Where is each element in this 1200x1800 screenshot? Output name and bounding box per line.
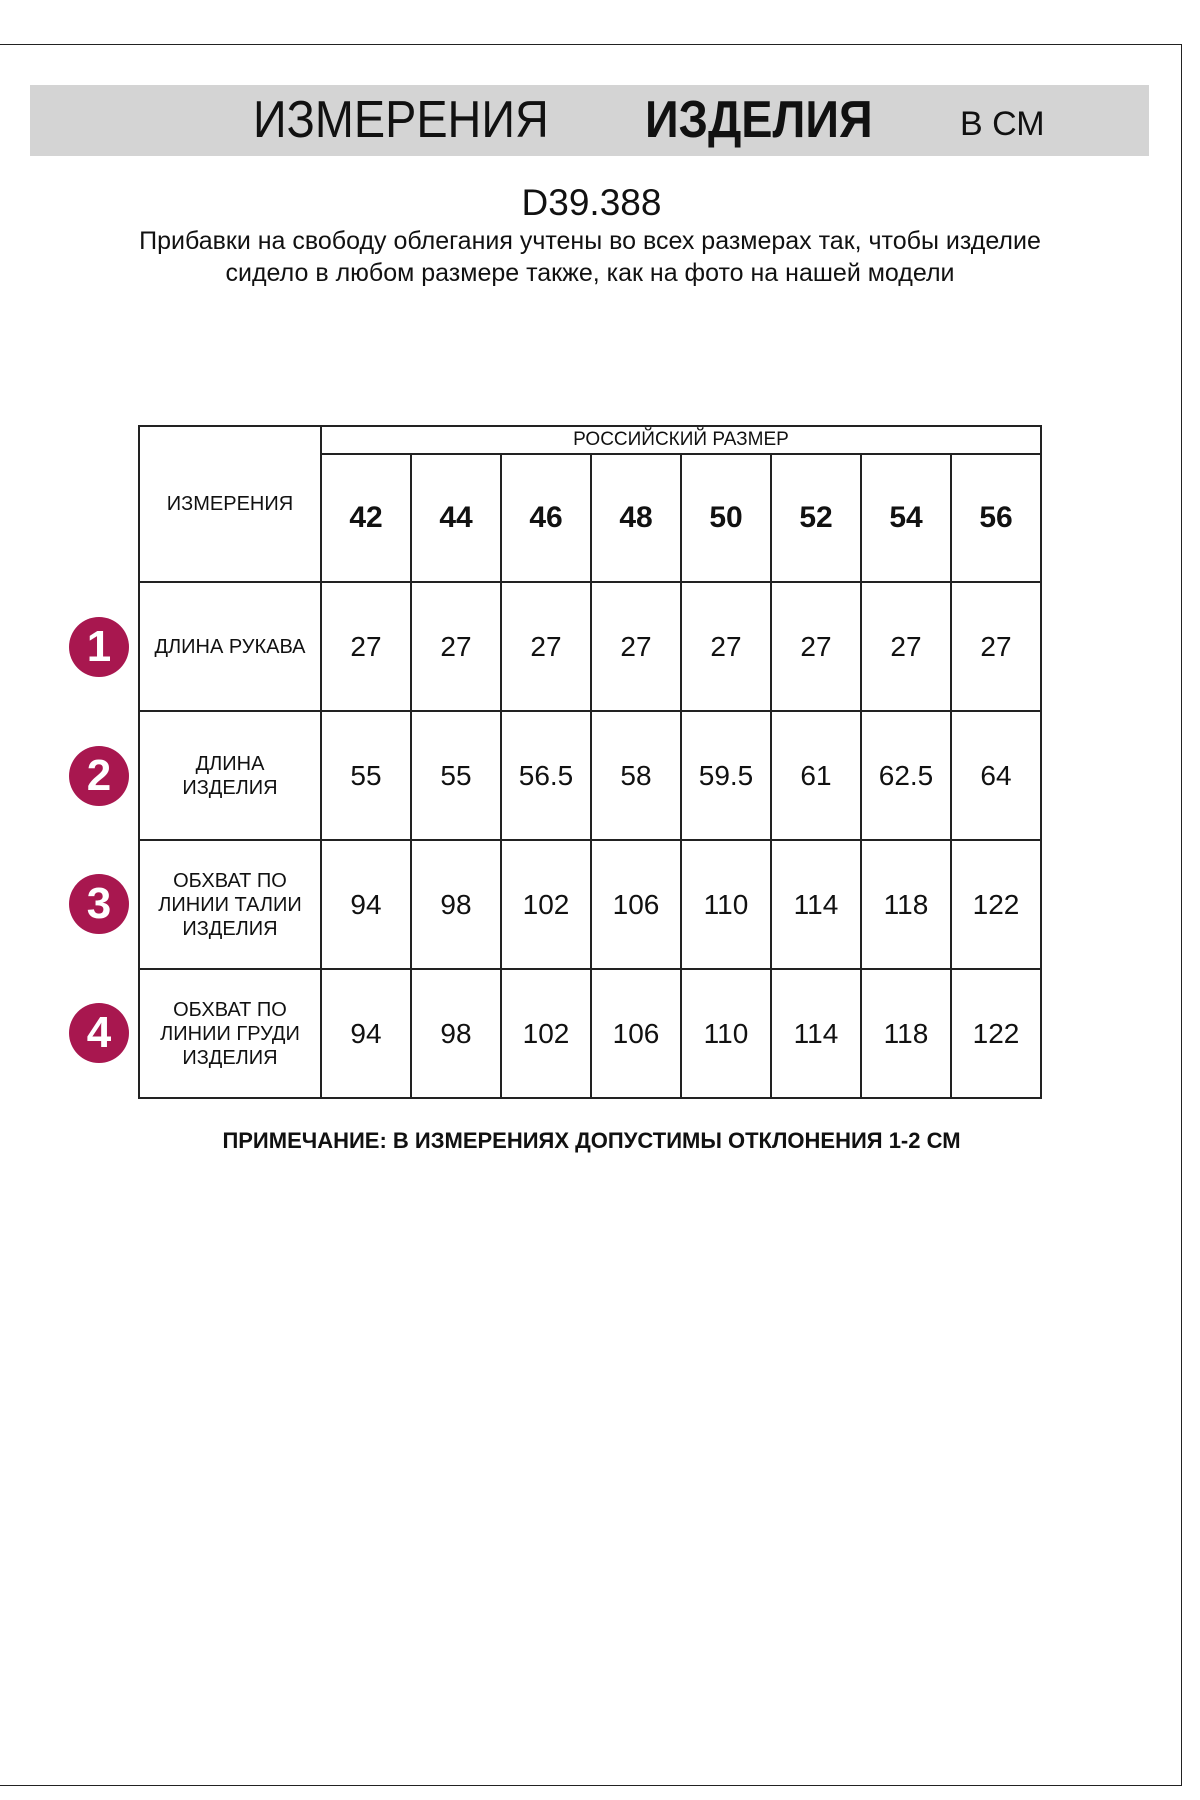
table-row: ДЛИНА ИЗДЕЛИЯ 55 55 56.5 58 59.5 61 62.5 64 (138, 710, 1042, 841)
title-banner: ИЗМЕРЕНИЯ ИЗДЕЛИЯ В СМ (30, 85, 1149, 156)
size-header: 42 (320, 453, 412, 583)
measurement-value: 114 (770, 968, 862, 1099)
size-header: 48 (590, 453, 682, 583)
title-unit: В СМ (960, 105, 1045, 143)
measurement-value: 27 (410, 581, 502, 712)
size-header: 56 (950, 453, 1042, 583)
measurement-value: 27 (680, 581, 772, 712)
title-product: ИЗДЕЛИЯ (645, 91, 873, 149)
measurement-value: 102 (500, 839, 592, 970)
row-number-badge: 3 (69, 874, 129, 934)
note: ПРИМЕЧАНИЕ: В ИЗМЕРЕНИЯХ ДОПУСТИМЫ ОТКЛО… (222, 1128, 961, 1153)
measurement-value: 118 (860, 839, 952, 970)
measurement-value: 61 (770, 710, 862, 841)
product-code: D39.388 (521, 182, 662, 223)
measurement-value: 94 (320, 839, 412, 970)
group-header: РОССИЙСКИЙ РАЗМЕР (320, 425, 1042, 455)
measurement-value: 122 (950, 839, 1042, 970)
measurement-value: 27 (860, 581, 952, 712)
measurement-value: 114 (770, 839, 862, 970)
size-header: 46 (500, 453, 592, 583)
row-number-badge: 2 (69, 745, 129, 806)
measurement-value: 98 (410, 968, 502, 1099)
measurement-value: 55 (320, 710, 412, 841)
measurement-label: ОБХВАТ ПО ЛИНИИ ГРУДИ ИЗДЕЛИЯ (138, 968, 322, 1099)
measurement-value: 118 (860, 968, 952, 1099)
measurement-value: 98 (410, 839, 502, 970)
title-measurements: ИЗМЕРЕНИЯ (253, 91, 549, 149)
measurement-value: 110 (680, 839, 772, 970)
measurement-value: 59.5 (680, 710, 772, 841)
measurement-value: 27 (770, 581, 862, 712)
size-header: 54 (860, 453, 952, 583)
row-number-badge: 1 (69, 617, 129, 677)
corner-label: ИЗМЕРЕНИЯ (138, 425, 322, 583)
table-row: ОБХВАТ ПО ЛИНИИ ГРУДИ ИЗДЕЛИЯ 94 98 102 106 1… (138, 968, 1042, 1099)
table-row: ОБХВАТ ПО ЛИНИИ ТАЛИИ ИЗДЕЛИЯ 94 98 102 106 1… (138, 839, 1042, 970)
size-header: 44 (410, 453, 502, 583)
measurement-value: 106 (590, 839, 682, 970)
measurement-value: 55 (410, 710, 502, 841)
measurement-value: 94 (320, 968, 412, 1099)
measurement-value: 106 (590, 968, 682, 1099)
page-frame (0, 44, 1182, 1786)
size-header: 52 (770, 453, 862, 583)
measurement-value: 27 (500, 581, 592, 712)
measurement-value: 62.5 (860, 710, 952, 841)
row-number-badge: 4 (69, 1002, 129, 1063)
table-row: ДЛИНА РУКАВА 27 27 27 27 27 27 27 27 (138, 581, 1042, 712)
description: Прибавки на свободу облегания учтены во … (139, 227, 1041, 287)
size-header: 50 (680, 453, 772, 583)
measurement-value: 102 (500, 968, 592, 1099)
measurement-value: 58 (590, 710, 682, 841)
measurement-value: 122 (950, 968, 1042, 1099)
measurement-label: ДЛИНА РУКАВА (138, 581, 322, 712)
measurement-value: 27 (590, 581, 682, 712)
measurement-label: ДЛИНА ИЗДЕЛИЯ (138, 710, 322, 841)
size-table: ИЗМЕРЕНИЯ РОССИЙСКИЙ РАЗМЕР 42 44 46 48 50 52… (138, 425, 1042, 1099)
measurement-label: ОБХВАТ ПО ЛИНИИ ТАЛИИ ИЗДЕЛИЯ (138, 839, 322, 970)
measurement-value: 27 (320, 581, 412, 712)
measurement-value: 56.5 (500, 710, 592, 841)
measurement-value: 64 (950, 710, 1042, 841)
measurement-value: 27 (950, 581, 1042, 712)
measurement-value: 110 (680, 968, 772, 1099)
